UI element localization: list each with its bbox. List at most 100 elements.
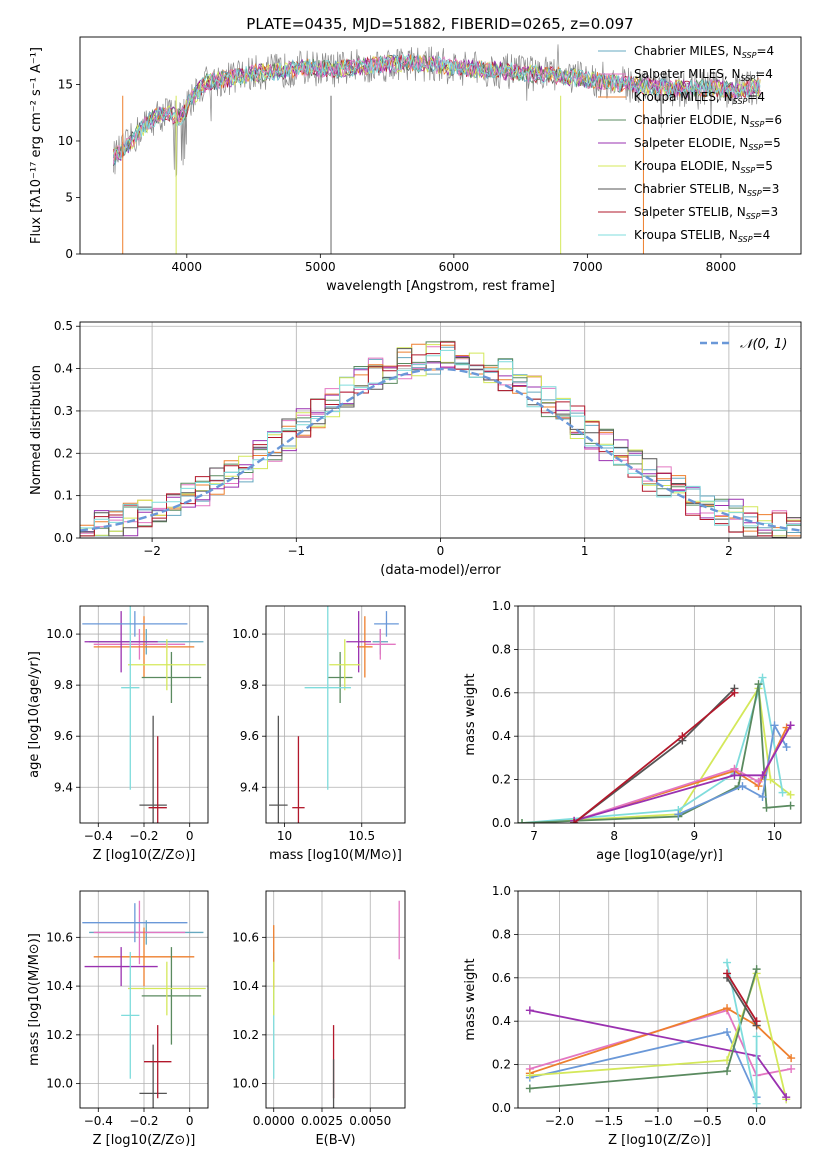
y-axis-label: Flux [fλ10⁻¹⁷ erg cm⁻² s⁻¹ A⁻¹] xyxy=(29,47,44,244)
mass_weight_vs_Z-axes: −2.0 −1.5 −1.0 −0.5 0.0 0.0 0.2 0.4 0.6 0.8 1.0 Z [… xyxy=(463,884,801,1148)
legend-label: 𝒩(0, 1) xyxy=(740,337,787,352)
x-tick-label: 10 xyxy=(767,829,782,843)
residual-legend: 𝒩(0, 1) xyxy=(700,337,787,352)
x-tick-label: 9 xyxy=(691,829,699,843)
series-marker xyxy=(730,771,739,780)
residual-histogram xyxy=(80,346,801,537)
series-marker xyxy=(758,792,767,801)
y-tick-label: 0.0 xyxy=(492,1101,511,1115)
data-point xyxy=(93,628,186,660)
series-line xyxy=(521,683,791,823)
data-point xyxy=(148,736,167,823)
y-tick-label: 10 xyxy=(58,134,73,148)
mass_vs_ebv-points xyxy=(273,900,400,1108)
mass_vs_Z-frame xyxy=(79,890,209,1109)
mass_vs_ebv-frame xyxy=(265,890,406,1109)
data-point xyxy=(141,651,202,704)
y-axis-label: mass weight xyxy=(463,958,478,1040)
spectrum-data-line xyxy=(113,44,762,177)
data-point xyxy=(141,947,202,1045)
series-marker xyxy=(723,1067,732,1076)
y-tick-label: 10.0 xyxy=(232,627,259,641)
series-marker xyxy=(678,732,687,741)
age_vs_Z-frame xyxy=(79,605,209,824)
series-marker xyxy=(723,1028,732,1037)
data-point xyxy=(364,628,396,660)
mass_vs_ebv-axes: 0.0000 0.0025 0.0050 10.0 10.2 10.4 10.6 E(B-V) xyxy=(232,891,405,1148)
legend-label: Chabrier MILES, NSSP=4 xyxy=(634,44,774,60)
x-tick-label: 8000 xyxy=(706,260,737,274)
series-marker xyxy=(766,775,775,784)
x-tick-label: −0.5 xyxy=(693,1114,722,1128)
series-marker xyxy=(782,743,791,752)
y-tick-label: 10.4 xyxy=(46,979,73,993)
mass_weight_vs_Z-frame xyxy=(517,890,802,1109)
legend-label: Kroupa MILES, NSSP=4 xyxy=(634,90,765,106)
mass_vs_Z-points xyxy=(82,900,206,1108)
series-marker xyxy=(786,801,795,810)
series-marker xyxy=(786,721,795,730)
legend-label: Chabrier ELODIE, NSSP=6 xyxy=(634,113,782,129)
figure-title: PLATE=0435, MJD=51882, FIBERID=0265, z=0… xyxy=(246,15,633,33)
series-marker xyxy=(752,1032,761,1041)
data-point xyxy=(139,715,167,823)
series-marker xyxy=(723,958,732,967)
x-tick-label: 8 xyxy=(610,829,618,843)
y-tick-label: 5 xyxy=(65,190,73,204)
mass_weight_vs_age-axes: 7 8 9 10 0.0 0.2 0.4 0.6 0.8 1.0 age [log10(age/yr… xyxy=(463,599,801,863)
x-tick-label: 4000 xyxy=(172,260,203,274)
mass_weight_vs_age-frame xyxy=(517,605,802,824)
data-point xyxy=(121,951,140,1079)
x-axis-label: Z [log10(Z/Z⊙)] xyxy=(608,1133,711,1148)
x-tick-label: −0.2 xyxy=(129,829,158,843)
y-tick-label: 0.3 xyxy=(54,404,73,418)
x-tick-label: 0.0025 xyxy=(301,1114,343,1128)
y-tick-label: 0.5 xyxy=(54,319,73,333)
data-point xyxy=(144,1025,172,1099)
y-tick-label: 9.4 xyxy=(240,780,259,794)
y-tick-label: 0.4 xyxy=(54,362,73,376)
data-point xyxy=(93,900,186,965)
series-marker xyxy=(525,1006,534,1015)
x-tick-label: 7000 xyxy=(572,260,603,274)
x-tick-label: −2 xyxy=(143,544,161,558)
data-point xyxy=(93,616,195,678)
x-tick-label: −1 xyxy=(287,544,305,558)
series-marker xyxy=(758,771,767,780)
y-tick-label: 15 xyxy=(58,77,73,91)
legend-label: Salpeter STELIB, NSSP=3 xyxy=(634,205,778,221)
x-tick-label: 6000 xyxy=(439,260,470,274)
age_vs_mass-frame xyxy=(265,605,406,824)
residual-histogram xyxy=(80,341,801,537)
series-line xyxy=(726,973,758,1022)
y-tick-label: 9.4 xyxy=(54,780,73,794)
y-tick-label: 0.0 xyxy=(492,816,511,830)
series-line xyxy=(529,1009,792,1077)
y-tick-label: 0.2 xyxy=(54,446,73,460)
y-tick-label: 10.2 xyxy=(46,1028,73,1042)
y-tick-label: 0.4 xyxy=(492,1014,511,1028)
y-tick-label: 0.8 xyxy=(492,642,511,656)
residual-histograms xyxy=(80,340,801,538)
legend-label: Kroupa ELODIE, NSSP=5 xyxy=(634,159,773,175)
data-point xyxy=(128,639,206,691)
x-axis-label: Z [log10(Z/Z⊙)] xyxy=(93,848,196,863)
x-axis-label: E(B-V) xyxy=(315,1133,355,1148)
x-tick-label: 0.0050 xyxy=(349,1114,391,1128)
age_vs_mass-points xyxy=(269,606,399,823)
y-tick-label: 10.4 xyxy=(232,979,259,993)
x-tick-label: 7 xyxy=(530,829,538,843)
series-marker xyxy=(518,819,527,823)
spectrum-model-line xyxy=(113,55,761,165)
series-marker xyxy=(752,1099,761,1108)
y-axis-label: mass weight xyxy=(463,673,478,755)
y-tick-label: 0 xyxy=(65,247,73,261)
x-tick-label: 5000 xyxy=(305,260,336,274)
x-tick-label: 10 xyxy=(277,829,292,843)
y-tick-label: 0.2 xyxy=(492,1058,511,1072)
normal-curve xyxy=(80,367,801,532)
series-line xyxy=(521,677,784,823)
y-tick-label: 0.8 xyxy=(492,927,511,941)
x-axis-label: mass [log10(M/M⊙)] xyxy=(269,848,402,863)
